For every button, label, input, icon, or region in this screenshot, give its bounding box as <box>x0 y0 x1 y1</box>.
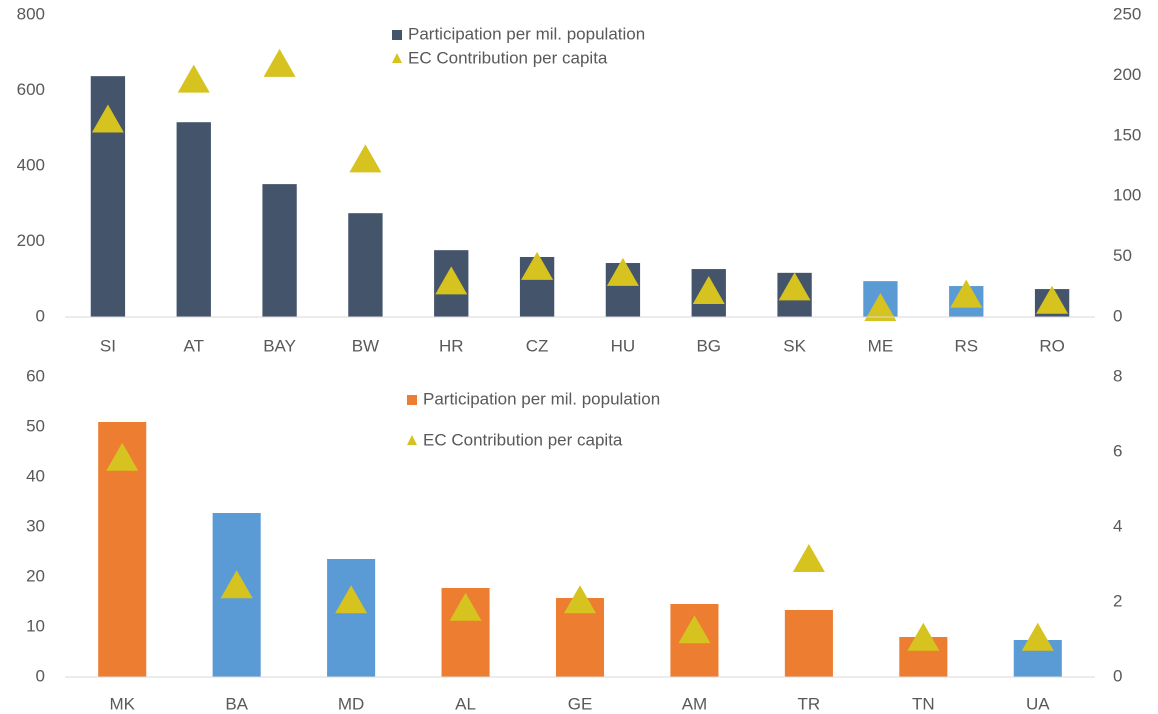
triangle-marker <box>692 276 725 305</box>
y2-tick-label: 2 <box>1113 591 1122 610</box>
x-tick-label: RS <box>954 336 978 355</box>
legend-label: Participation per mil. population <box>408 24 645 43</box>
triangle-marker <box>1036 285 1069 314</box>
x-tick-label: UA <box>1026 694 1050 713</box>
x-tick-label: TN <box>912 694 935 713</box>
x-tick-label: TR <box>798 694 821 713</box>
y2-tick-label: 8 <box>1113 366 1122 385</box>
legend-swatch <box>407 395 417 405</box>
x-tick-label: RO <box>1039 336 1065 355</box>
triangle-marker <box>349 144 382 173</box>
legend-swatch <box>392 30 402 40</box>
y-tick-label: 30 <box>26 516 45 535</box>
y2-tick-label: 50 <box>1113 246 1132 265</box>
triangle-marker <box>177 64 210 93</box>
y-tick-label: 400 <box>17 155 45 174</box>
y2-tick-label: 250 <box>1113 4 1141 23</box>
y2-tick-label: 4 <box>1113 516 1122 535</box>
y-tick-label: 60 <box>26 366 45 385</box>
x-tick-label: AL <box>455 694 476 713</box>
x-tick-label: BG <box>696 336 721 355</box>
triangle-marker <box>220 570 253 599</box>
x-tick-label: SI <box>100 336 116 355</box>
y-tick-label: 40 <box>26 466 45 485</box>
y2-tick-label: 0 <box>1113 666 1122 685</box>
bar <box>784 610 833 677</box>
x-tick-label: HR <box>439 336 464 355</box>
y-tick-label: 50 <box>26 416 45 435</box>
triangle-marker <box>950 279 983 308</box>
y-tick-label: 20 <box>26 566 45 585</box>
y-tick-label: 0 <box>36 306 45 325</box>
triangle-marker <box>1021 622 1054 651</box>
x-tick-label: AT <box>184 336 204 355</box>
y2-tick-label: 200 <box>1113 65 1141 84</box>
triangle-marker <box>678 615 711 644</box>
triangle-marker <box>907 622 940 651</box>
x-tick-label: HU <box>611 336 636 355</box>
triangle-marker <box>606 257 639 286</box>
y2-tick-label: 150 <box>1113 125 1141 144</box>
x-tick-label: CZ <box>526 336 549 355</box>
x-tick-label: SK <box>783 336 806 355</box>
x-tick-label: BA <box>225 694 248 713</box>
triangle-marker <box>564 585 596 614</box>
x-tick-label: AM <box>682 694 708 713</box>
x-tick-label: MD <box>338 694 364 713</box>
x-tick-label: BAY <box>263 336 296 355</box>
y2-tick-label: 100 <box>1113 186 1141 205</box>
legend-swatch <box>407 435 417 445</box>
bar <box>176 122 211 318</box>
x-tick-label: ME <box>868 336 894 355</box>
triangle-marker <box>521 251 554 280</box>
legend-label: EC Contribution per capita <box>408 48 608 67</box>
legend-label: EC Contribution per capita <box>423 430 623 449</box>
x-tick-label: BW <box>352 336 379 355</box>
x-tick-label: MK <box>109 694 135 713</box>
y-tick-label: 10 <box>26 616 45 635</box>
bar <box>348 213 383 317</box>
bar <box>327 559 376 677</box>
triangle-marker <box>335 585 368 614</box>
legend-swatch <box>392 53 402 63</box>
triangle-marker <box>91 104 124 133</box>
triangle-marker <box>449 592 482 621</box>
triangle-marker <box>435 266 468 295</box>
legend-label: Participation per mil. population <box>423 389 660 408</box>
y2-tick-label: 0 <box>1113 306 1122 325</box>
y-tick-label: 800 <box>17 4 45 23</box>
y-tick-label: 0 <box>36 666 45 685</box>
x-tick-label: GE <box>568 694 593 713</box>
triangle-marker <box>263 48 296 77</box>
triangle-marker <box>778 272 811 301</box>
triangle-marker <box>792 543 825 572</box>
triangle-marker <box>864 292 897 321</box>
y2-tick-label: 6 <box>1113 441 1122 460</box>
y-tick-label: 200 <box>17 231 45 250</box>
triangle-marker <box>106 442 139 471</box>
bar <box>262 184 297 317</box>
y-tick-label: 600 <box>17 80 45 99</box>
